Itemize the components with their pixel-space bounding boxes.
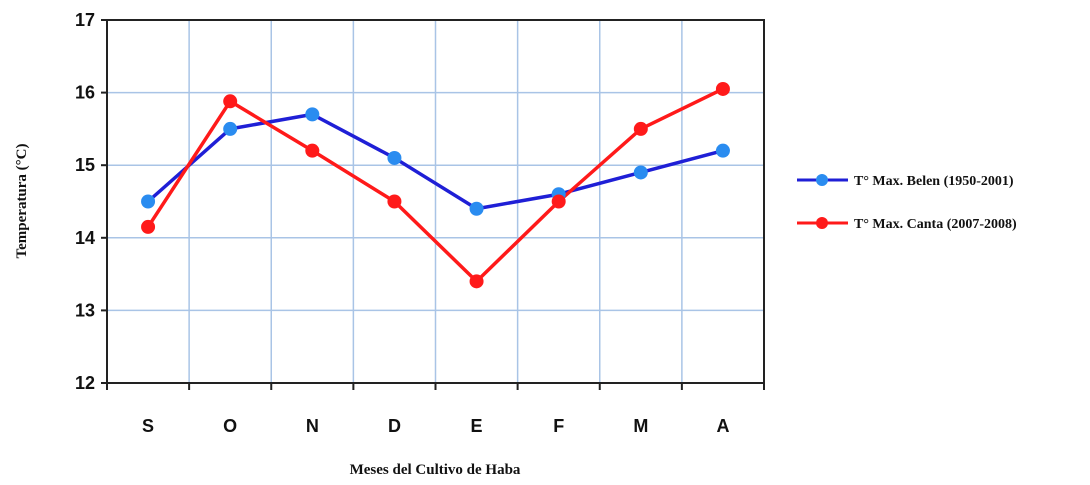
data-point-0 bbox=[305, 107, 320, 122]
y-tick-label: 13 bbox=[75, 300, 95, 320]
data-point-1 bbox=[715, 81, 730, 96]
x-tick-label: M bbox=[633, 416, 648, 436]
data-point-1 bbox=[141, 219, 156, 234]
legend-label-canta: T° Max. Canta (2007-2008) bbox=[854, 217, 1017, 232]
y-tick-label: 16 bbox=[75, 83, 95, 103]
x-tick-label: O bbox=[223, 416, 237, 436]
data-point-0 bbox=[387, 150, 402, 165]
y-tick-label: 14 bbox=[75, 228, 95, 248]
data-point-0 bbox=[633, 165, 648, 180]
series-line-0 bbox=[146, 112, 724, 211]
legend-marker-canta bbox=[816, 217, 828, 229]
y-tick-label: 12 bbox=[75, 373, 95, 393]
data-point-1 bbox=[633, 121, 648, 136]
y-tick-label: 15 bbox=[75, 155, 95, 175]
legend-marker-belen bbox=[816, 174, 828, 186]
data-point-1 bbox=[551, 194, 566, 209]
data-point-0 bbox=[141, 194, 156, 209]
x-tick-label: F bbox=[553, 416, 564, 436]
y-axis-title: Temperatura (°C) bbox=[14, 143, 30, 258]
legend: T° Max. Belen (1950-2001) T° Max. Canta … bbox=[797, 174, 1017, 232]
x-tick-label: A bbox=[716, 416, 729, 436]
series-line-1 bbox=[146, 87, 724, 284]
data-point-0 bbox=[715, 143, 730, 158]
series-lines bbox=[146, 87, 724, 284]
legend-label-belen: T° Max. Belen (1950-2001) bbox=[854, 174, 1014, 189]
gridlines bbox=[107, 20, 764, 383]
data-point-1 bbox=[469, 274, 484, 289]
axes bbox=[101, 19, 765, 390]
data-point-1 bbox=[223, 94, 238, 109]
x-tick-label: E bbox=[471, 416, 483, 436]
x-tick-label: N bbox=[306, 416, 319, 436]
data-point-0 bbox=[469, 201, 484, 216]
y-tick-labels: 12 13 14 15 16 17 bbox=[75, 10, 95, 393]
x-axis-title: Meses del Cultivo de Haba bbox=[350, 462, 521, 478]
data-point-1 bbox=[387, 194, 402, 209]
data-point-1 bbox=[305, 143, 320, 158]
x-tick-label: D bbox=[388, 416, 401, 436]
series-points bbox=[141, 81, 730, 289]
x-tick-label: S bbox=[142, 416, 154, 436]
data-point-0 bbox=[223, 121, 238, 136]
y-tick-label: 17 bbox=[75, 10, 95, 30]
